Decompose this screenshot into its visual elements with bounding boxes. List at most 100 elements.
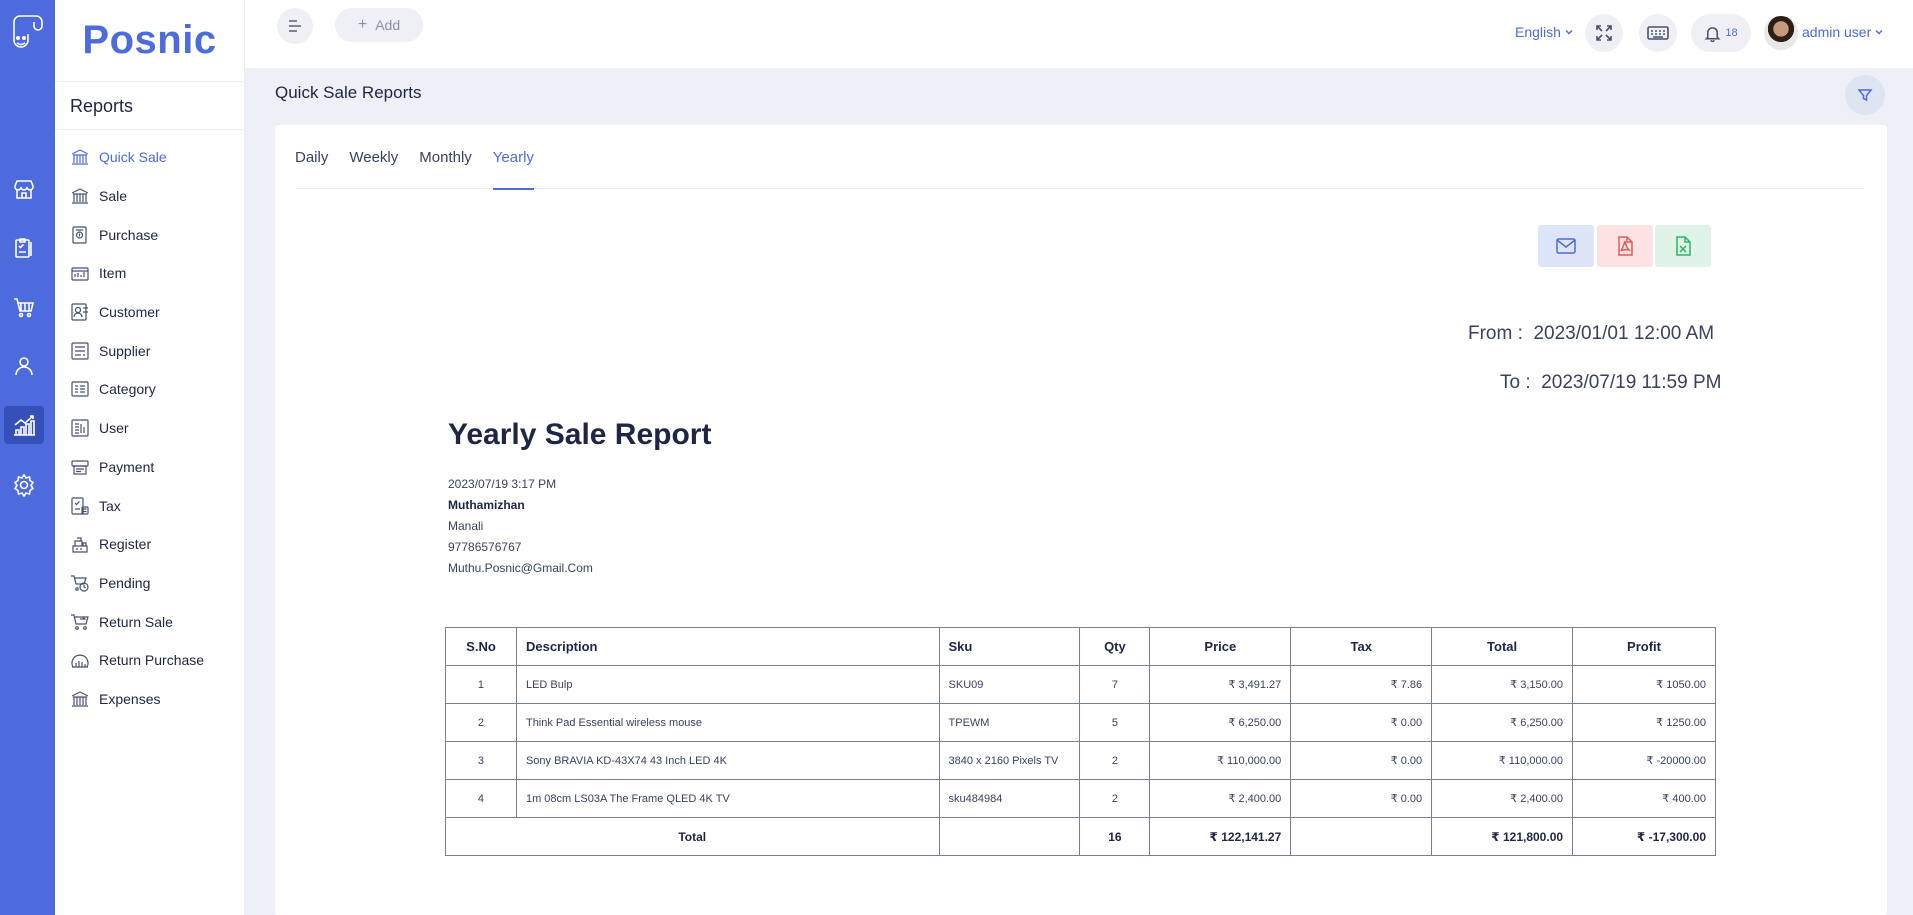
sidebar-item-supplier[interactable]: Supplier (55, 331, 244, 370)
to-date: To : 2023/07/19 11:59 PM (1500, 372, 1721, 394)
rail-settings-icon[interactable] (4, 466, 44, 504)
filter-button[interactable] (1845, 75, 1885, 115)
sidebar-item-label: Expenses (99, 690, 161, 707)
cell-price: ₹ 110,000.00 (1149, 741, 1292, 780)
pdf-icon (1618, 236, 1633, 256)
rail-user-icon[interactable] (4, 347, 44, 385)
report-generated-at: 2023/07/19 3:17 PM (448, 477, 557, 491)
item-icon (71, 267, 89, 282)
sidebar-item-item[interactable]: Item (55, 254, 244, 293)
user-name: admin user (1802, 24, 1872, 40)
cell-price: ₹ 6,250.00 (1149, 703, 1292, 742)
page-title: Quick Sale Reports (275, 83, 422, 102)
sidebar-item-label: Tax (99, 497, 121, 514)
col-profit: Profit (1572, 627, 1716, 666)
pending-icon (71, 575, 89, 592)
table-row: 1 LED Bulp SKU09 7 ₹ 3,491.27 ₹ 7.86 ₹ 3… (445, 665, 1716, 704)
col-total: Total (1431, 627, 1574, 666)
sidebar-item-purchase[interactable]: Purchase (55, 215, 244, 254)
cell-total: ₹ 2,400.00 (1431, 779, 1574, 818)
sidebar-list: Quick Sale Sale Purchase Item Customer S… (55, 130, 244, 718)
excel-icon (1676, 236, 1691, 256)
col-tax: Tax (1290, 627, 1433, 666)
total-label: Total (445, 817, 940, 856)
rail-cart-icon[interactable] (4, 288, 44, 326)
brand-name[interactable]: Posnic (55, 0, 244, 82)
cell-qty: 2 (1079, 779, 1151, 818)
sidebar-item-sale[interactable]: Sale (55, 177, 244, 216)
sidebar-item-label: Pending (99, 574, 151, 591)
cell-qty: 2 (1079, 741, 1151, 780)
total-total: ₹ 121,800.00 (1431, 817, 1574, 856)
app-logo-icon[interactable] (6, 10, 48, 52)
company-phone: 97786576767 (448, 540, 522, 554)
col-price: Price (1149, 627, 1292, 666)
sidebar-item-return-purchase[interactable]: Return Purchase (55, 641, 244, 680)
category-icon (71, 381, 89, 398)
keyboard-button[interactable] (1639, 14, 1677, 52)
sidebar-item-label: Payment (99, 458, 155, 475)
add-button[interactable]: + Add (335, 8, 423, 42)
period-tabs: Daily Weekly Monthly Yearly (295, 125, 1865, 190)
tab-yearly[interactable]: Yearly (492, 125, 535, 190)
menu-icon (289, 20, 301, 32)
total-qty: 16 (1079, 817, 1151, 856)
excel-export-button[interactable] (1655, 225, 1711, 267)
from-label: From : (1468, 323, 1523, 344)
language-label: English (1515, 24, 1561, 40)
avatar[interactable] (1764, 16, 1798, 50)
user-report-icon (71, 419, 89, 437)
sidebar-item-category[interactable]: Category (55, 370, 244, 409)
total-profit: ₹ -17,300.00 (1572, 817, 1716, 856)
notifications-button[interactable]: 18 (1691, 14, 1751, 52)
tab-monthly[interactable]: Monthly (419, 148, 472, 166)
cell-sno: 4 (445, 779, 517, 818)
user-menu[interactable]: admin user (1802, 24, 1884, 40)
report-title: Yearly Sale Report (448, 418, 712, 451)
pdf-export-button[interactable] (1597, 225, 1653, 267)
tab-weekly[interactable]: Weekly (349, 148, 399, 166)
sidebar-item-user[interactable]: User (55, 409, 244, 448)
sidebar-item-label: User (99, 420, 129, 437)
col-sku: Sku (938, 627, 1081, 666)
company-location: Manali (448, 519, 484, 533)
cell-qty: 7 (1079, 665, 1151, 704)
to-value: 2023/07/19 11:59 PM (1541, 372, 1722, 393)
language-selector[interactable]: English (1515, 24, 1574, 40)
sidebar-item-register[interactable]: Register (55, 525, 244, 564)
sidebar-item-customer[interactable]: Customer (55, 293, 244, 332)
customer-icon (71, 303, 88, 321)
payment-icon (71, 460, 89, 475)
plus-icon: + (357, 16, 368, 33)
rail-clipboard-icon[interactable] (4, 229, 44, 267)
cell-sku: TPEWM (938, 703, 1081, 742)
col-description: Description (515, 627, 940, 666)
sidebar-item-label: Register (99, 536, 152, 553)
sidebar-item-pending[interactable]: Pending (55, 564, 244, 603)
sidebar-item-quick-sale[interactable]: Quick Sale (55, 138, 244, 177)
return-sale-icon (71, 613, 89, 630)
fullscreen-button[interactable] (1585, 14, 1623, 52)
sidebar-item-return-sale[interactable]: Return Sale (55, 602, 244, 641)
topbar: + Add English 18 admin user (245, 0, 1913, 68)
rail-reports-icon[interactable] (4, 406, 44, 444)
sidebar-item-payment[interactable]: Payment (55, 448, 244, 487)
cell-profit: ₹ -20000.00 (1572, 741, 1716, 780)
notification-count: 18 (1725, 27, 1738, 39)
cell-sno: 2 (445, 703, 517, 742)
sidebar-item-label: Return Purchase (99, 652, 205, 669)
email-report-button[interactable] (1538, 225, 1594, 267)
chevron-down-icon (1565, 29, 1573, 35)
tab-daily[interactable]: Daily (295, 148, 329, 166)
table-row: 2 Think Pad Essential wireless mouse TPE… (445, 703, 1716, 742)
rail-store-icon[interactable] (4, 170, 44, 208)
table-row: 3 Sony BRAVIA KD-43X74 43 Inch LED 4K 38… (445, 741, 1716, 780)
sidebar-item-tax[interactable]: Tax (55, 486, 244, 525)
menu-toggle-button[interactable] (277, 8, 313, 44)
cell-price: ₹ 2,400.00 (1149, 779, 1292, 818)
return-purchase-icon (71, 654, 89, 668)
sidebar-item-expenses[interactable]: Expenses (55, 680, 244, 719)
from-date: From : 2023/01/01 12:00 AM (1468, 323, 1714, 345)
cell-sno: 1 (445, 665, 517, 704)
sidebar-item-label: Sale (99, 188, 128, 205)
